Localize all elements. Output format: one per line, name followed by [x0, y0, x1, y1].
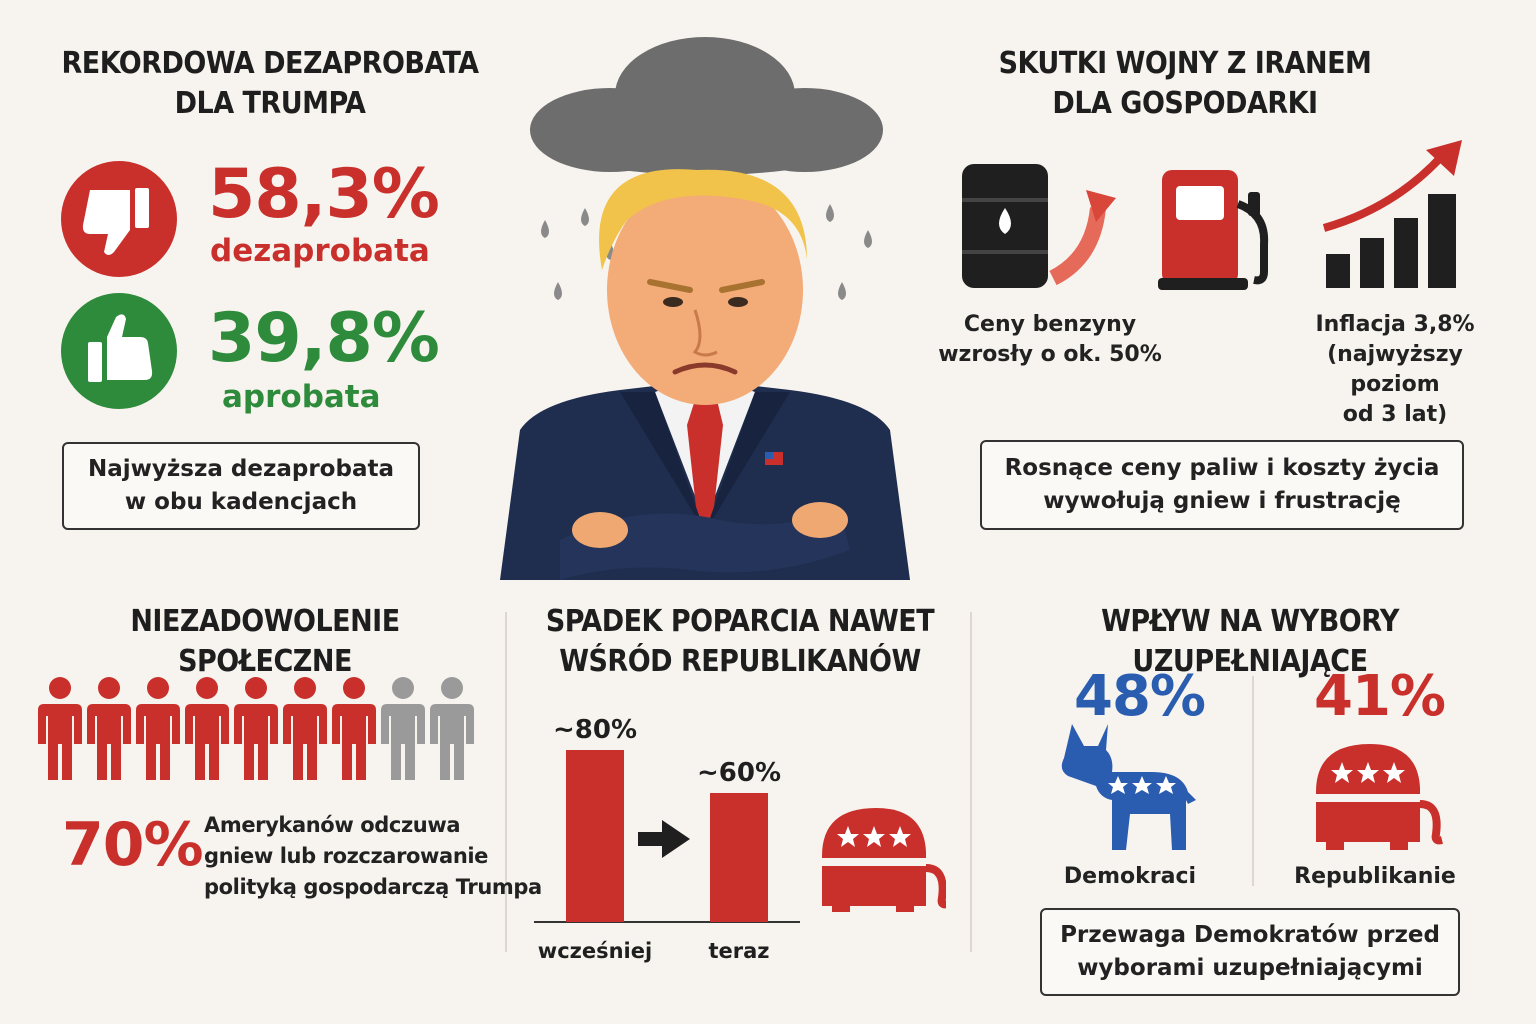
category-label: teraz [708, 939, 769, 963]
person-icon [185, 677, 229, 780]
elections-note: Przewaga Demokratów przed wyborami uzupeł… [1040, 908, 1460, 996]
disapproval-note: Najwyższa dezaprobata w obu kadencjach [62, 442, 420, 530]
disapproval-label: dezaprobata [210, 233, 430, 269]
bar-1 [710, 793, 768, 922]
person-icon [332, 677, 376, 780]
person-icon [234, 677, 278, 780]
person-icon [38, 677, 82, 780]
discontent-value: 70% [62, 810, 204, 880]
disapproval-value: 58,3% [208, 155, 440, 234]
bar-data-label: ~60% [697, 758, 781, 788]
approval-label: aprobata [222, 379, 381, 415]
rising-bars-icon [1322, 140, 1462, 288]
bar-data-label: ~80% [553, 715, 637, 745]
divider [1252, 676, 1254, 886]
rain-cloud-icon [530, 37, 883, 175]
fuel-price-text: Ceny benzyny wzrosły o ok. 50% [938, 312, 1162, 367]
trump-illustration [500, 37, 910, 580]
bar-0 [566, 750, 624, 922]
dem-value: 48% [1074, 664, 1206, 729]
economy-title: SKUTKI WOJNY Z IRANEM DLA GOSPODARKI [998, 46, 1372, 121]
person-icon [430, 677, 474, 780]
elephant-icon [822, 808, 946, 912]
fuel-pump-icon [1158, 170, 1269, 290]
elephant-icon [1316, 744, 1443, 850]
people-row [38, 676, 478, 780]
disapproval-title: REKORDOWA DEZAPROBATA DLA TRUMPA [61, 46, 480, 121]
divider [970, 612, 972, 952]
rep-value: 41% [1314, 664, 1446, 729]
category-label: wcześniej [538, 939, 652, 963]
thumbs-down-icon [61, 161, 177, 277]
arrow-right-icon [638, 820, 690, 858]
oil-barrel-icon [962, 164, 1116, 288]
support-bar-chart: ~80% wcześniej ~60% teraz [534, 715, 800, 963]
person-icon [87, 677, 131, 780]
approval-value: 39,8% [208, 299, 440, 378]
thumbs-up-icon [61, 293, 177, 409]
person-icon [136, 677, 180, 780]
divider [505, 612, 507, 952]
discontent-title: NIEZADOWOLENIE SPOŁECZNE [130, 604, 400, 679]
dem-label: Demokraci [1063, 864, 1197, 889]
person-icon [283, 677, 327, 780]
discontent-text: Amerykanów odczuwa gniew lub rozczarowan… [204, 813, 542, 899]
donkey-icon [1061, 724, 1196, 850]
rep-label: Republikanie [1294, 864, 1456, 889]
republican-support-title: SPADEK POPARCIA NAWET WŚRÓD REPUBLIKANÓW [545, 604, 935, 679]
elections-title: WPŁYW NA WYBORY UZUPEŁNIAJĄCE [1101, 604, 1399, 679]
economy-note: Rosnące ceny paliw i koszty życia wywołuj… [980, 440, 1464, 530]
inflation-text: Inflacja 3,8% (najwyższy poziom od 3 lat… [1315, 312, 1475, 427]
person-icon [381, 677, 425, 780]
